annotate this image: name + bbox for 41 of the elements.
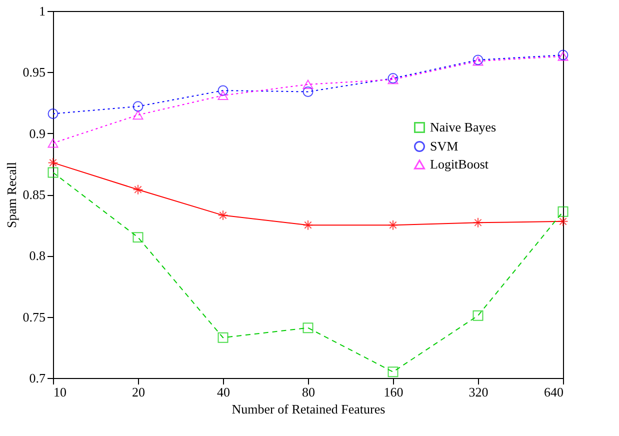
x-tick-label: 640 <box>544 384 564 400</box>
point <box>218 332 228 343</box>
y-tick-label: 1 <box>39 4 46 18</box>
point <box>218 210 228 221</box>
point <box>48 157 58 168</box>
point <box>132 101 144 112</box>
point <box>48 138 58 148</box>
x-tick-label: 160 <box>384 384 404 400</box>
point <box>302 80 314 90</box>
point <box>558 206 568 217</box>
point <box>302 220 314 230</box>
legend-label: Naive Bayes <box>430 120 496 134</box>
point <box>218 85 228 96</box>
point <box>472 310 484 321</box>
y-tick-label: 0.8 <box>29 248 46 264</box>
x-tick-label: 40 <box>217 384 230 400</box>
point <box>302 86 314 97</box>
point <box>388 220 398 230</box>
point <box>302 322 314 334</box>
x-tick-label: 10 <box>54 384 66 400</box>
legend-label: LogitBoost <box>430 156 489 172</box>
x-tick-label: 80 <box>302 384 315 400</box>
point <box>48 167 58 178</box>
y-tick-label: 0.95 <box>22 64 46 80</box>
point <box>132 184 144 195</box>
legend-label: SVM <box>430 138 459 154</box>
point <box>132 232 144 243</box>
y-tick-label: 0.75 <box>22 309 46 324</box>
y-tick-label: 0.7 <box>29 370 46 386</box>
x-tick-label: 20 <box>132 384 145 400</box>
x-tick-label: 320 <box>468 384 488 400</box>
point <box>472 217 484 228</box>
point <box>388 366 398 378</box>
x-axis-title: Number of Retained Features <box>232 402 386 416</box>
y-tick-label: 0.9 <box>29 126 46 141</box>
point <box>558 216 568 227</box>
y-tick-label: 0.85 <box>22 187 46 202</box>
point <box>48 108 58 119</box>
point <box>132 110 144 120</box>
point <box>218 90 228 100</box>
y-axis-title: Spam Recall <box>4 162 19 228</box>
